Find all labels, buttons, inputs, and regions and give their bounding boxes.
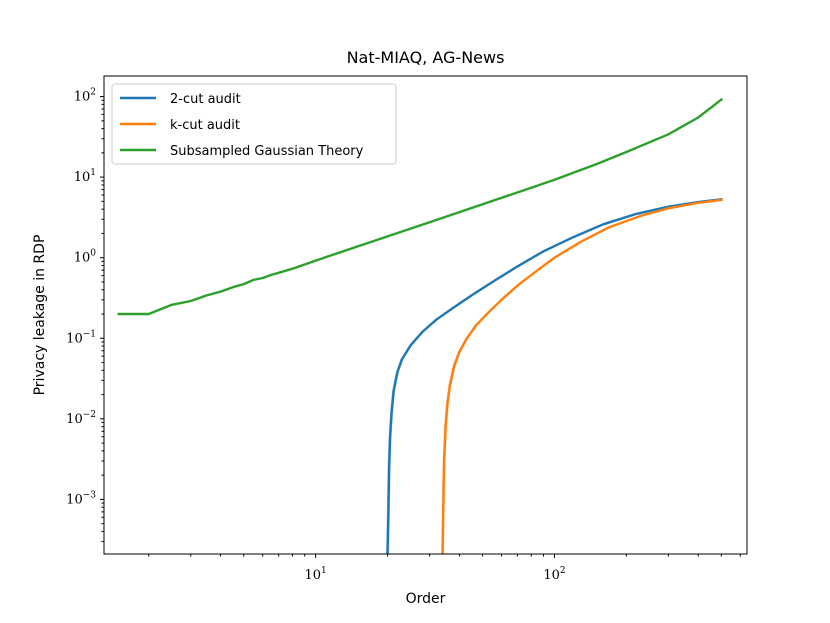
legend-label-1: 2-cut audit	[170, 92, 241, 107]
y-tick-label: 102	[74, 88, 96, 105]
x-tick-label: 101	[304, 566, 326, 583]
y-tick-label: 10−3	[66, 490, 96, 507]
y-tick-label: 101	[74, 168, 96, 185]
x-axis-label: Order	[406, 591, 446, 607]
y-tick-label: 100	[74, 249, 97, 266]
y-tick-label: 10−2	[66, 410, 96, 427]
y-tick-label: 10−1	[66, 329, 96, 346]
plot-frame	[103, 75, 748, 555]
y-axis: 10−3 10−2 10−1 100 101 102	[66, 88, 104, 543]
chart-title: Nat-MIAQ, AG-News	[347, 48, 505, 67]
legend: 2-cut audit k-cut audit Subsampled Gaussia…	[111, 83, 397, 165]
series-line-2	[441, 198, 723, 554]
series-layer	[117, 97, 724, 554]
legend-box	[111, 83, 397, 165]
legend-label-2: k-cut audit	[170, 118, 240, 133]
series-line-1	[386, 197, 723, 554]
x-axis: 101 102	[148, 554, 741, 583]
series-line-3	[117, 97, 724, 316]
x-tick-label: 102	[543, 566, 565, 583]
series-band-1	[386, 199, 723, 554]
series-band-2	[441, 200, 723, 554]
legend-label-3: Subsampled Gaussian Theory	[170, 144, 364, 159]
y-axis-label: Privacy leakage in RDP	[32, 235, 48, 396]
